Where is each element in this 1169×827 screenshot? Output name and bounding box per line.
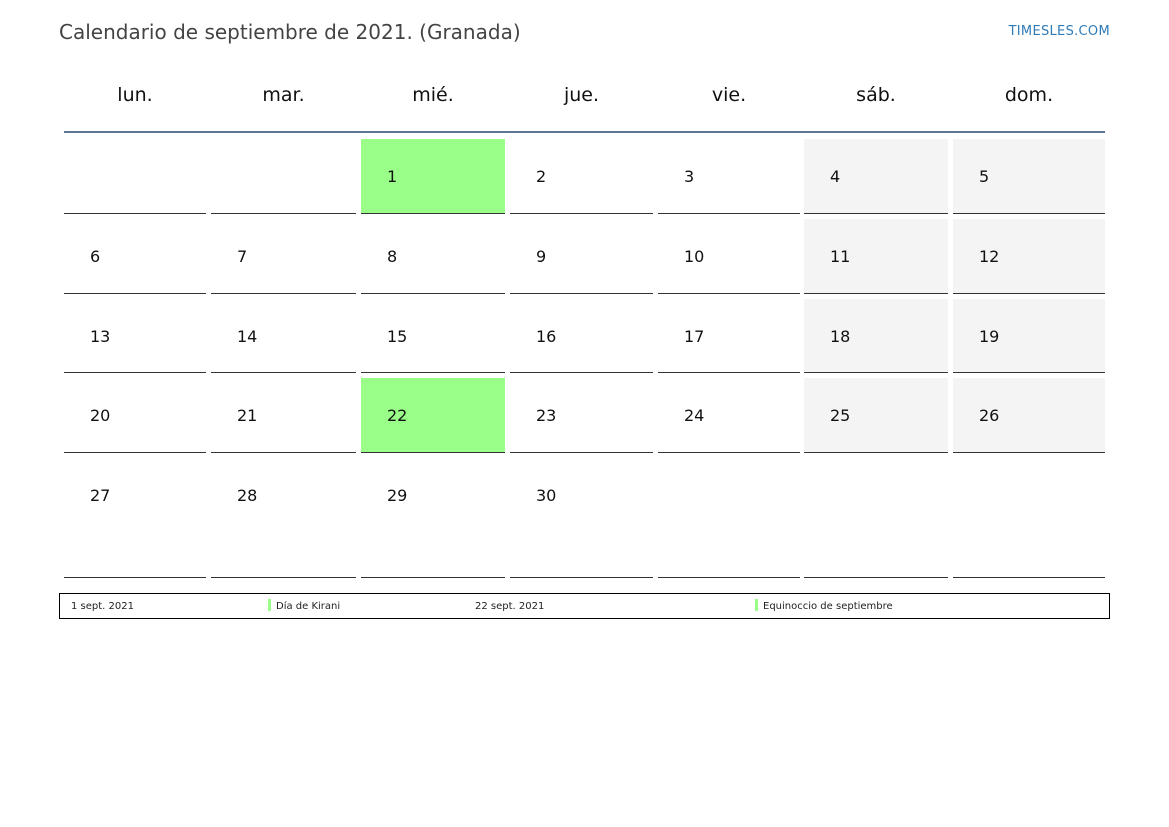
day-number: 25 <box>830 406 851 425</box>
day-cell: 28 <box>211 458 356 578</box>
day-number: 27 <box>90 486 111 505</box>
day-number: 18 <box>830 327 851 346</box>
day-number: 20 <box>90 406 111 425</box>
day-cell <box>804 458 948 578</box>
header-divider <box>64 131 1105 133</box>
day-number: 1 <box>387 167 398 186</box>
day-number: 19 <box>979 327 1000 346</box>
day-cell: 1 <box>361 139 505 214</box>
day-cell <box>953 458 1105 578</box>
day-cell <box>211 139 356 214</box>
weekday-header-row: lun. mar. mié. jue. vie. sáb. dom. <box>64 84 1105 114</box>
day-number: 26 <box>979 406 1000 425</box>
day-number: 16 <box>536 327 557 346</box>
day-number: 13 <box>90 327 111 346</box>
day-cell: 15 <box>361 299 505 373</box>
day-cell: 8 <box>361 219 505 294</box>
day-cell: 24 <box>658 378 800 453</box>
day-number: 23 <box>536 406 557 425</box>
day-cell: 18 <box>804 299 948 373</box>
day-cell: 2 <box>510 139 653 214</box>
weekday-label: sáb. <box>856 84 896 106</box>
day-number: 10 <box>684 247 705 266</box>
legend-date: 1 sept. 2021 <box>71 601 134 612</box>
weekday-label: vie. <box>711 84 747 106</box>
day-cell: 5 <box>953 139 1105 214</box>
day-number: 4 <box>830 167 841 186</box>
day-cell: 16 <box>510 299 653 373</box>
day-number: 3 <box>684 167 695 186</box>
page-title: Calendario de septiembre de 2021. (Grana… <box>59 20 521 44</box>
day-cell: 3 <box>658 139 800 214</box>
day-cell: 9 <box>510 219 653 294</box>
day-cell: 12 <box>953 219 1105 294</box>
day-number: 29 <box>387 486 408 505</box>
day-cell: 6 <box>64 219 206 294</box>
day-cell: 4 <box>804 139 948 214</box>
day-cell: 23 <box>510 378 653 453</box>
day-number: 6 <box>90 247 101 266</box>
day-number: 14 <box>237 327 258 346</box>
day-number: 8 <box>387 247 398 266</box>
day-number: 7 <box>237 247 248 266</box>
day-cell <box>658 458 800 578</box>
day-number: 5 <box>979 167 990 186</box>
day-number: 22 <box>387 406 408 425</box>
site-link[interactable]: TIMESLES.COM <box>1008 24 1110 39</box>
day-cell: 25 <box>804 378 948 453</box>
day-number: 21 <box>237 406 258 425</box>
day-cell: 13 <box>64 299 206 373</box>
legend-holiday-name: Equinoccio de septiembre <box>763 601 893 612</box>
weekday-label: mié. <box>412 84 454 106</box>
holiday-color-swatch <box>268 599 271 611</box>
day-number: 12 <box>979 247 1000 266</box>
day-cell: 17 <box>658 299 800 373</box>
day-number: 2 <box>536 167 547 186</box>
day-cell: 26 <box>953 378 1105 453</box>
day-number: 28 <box>237 486 258 505</box>
legend-holiday-name: Día de Kirani <box>276 601 341 612</box>
weekday-label: mar. <box>262 84 305 106</box>
legend-date: 22 sept. 2021 <box>475 601 545 612</box>
day-cell: 7 <box>211 219 356 294</box>
holiday-color-swatch <box>755 599 758 611</box>
day-cell: 19 <box>953 299 1105 373</box>
day-cell: 22 <box>361 378 505 453</box>
day-number: 17 <box>684 327 705 346</box>
day-cell: 27 <box>64 458 206 578</box>
day-number: 9 <box>536 247 547 266</box>
day-number: 30 <box>536 486 557 505</box>
day-number: 24 <box>684 406 705 425</box>
weekday-label: lun. <box>117 84 153 106</box>
day-cell: 11 <box>804 219 948 294</box>
weekday-label: dom. <box>1004 84 1054 106</box>
day-cell: 30 <box>510 458 653 578</box>
day-cell: 14 <box>211 299 356 373</box>
day-number: 15 <box>387 327 408 346</box>
day-cell: 29 <box>361 458 505 578</box>
weekday-label: jue. <box>563 84 600 106</box>
day-cell: 10 <box>658 219 800 294</box>
day-number: 11 <box>830 247 851 266</box>
day-cell: 20 <box>64 378 206 453</box>
day-cell <box>64 139 206 214</box>
holiday-legend: 1 sept. 2021 Día de Kirani 22 sept. 2021… <box>59 593 1110 619</box>
day-cell: 21 <box>211 378 356 453</box>
